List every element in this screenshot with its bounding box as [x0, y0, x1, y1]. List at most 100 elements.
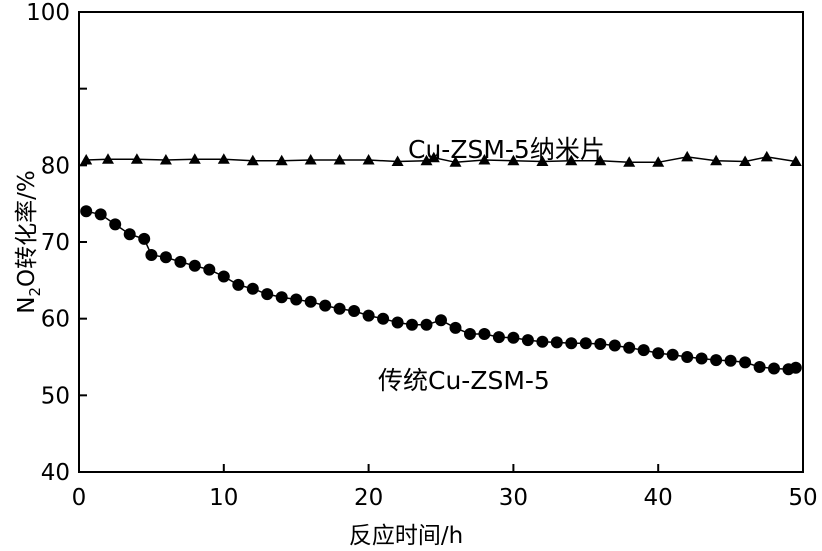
data-point-circle	[145, 249, 158, 261]
data-point-triangle	[789, 155, 802, 166]
data-point-circle	[203, 263, 216, 276]
data-point-circle	[449, 321, 462, 334]
data-point-circle	[652, 347, 665, 360]
data-point-triangle	[391, 155, 404, 166]
data-point-circle	[492, 331, 505, 344]
data-point-circle	[420, 318, 433, 331]
data-point-circle	[507, 331, 520, 344]
data-point-circle	[579, 337, 592, 350]
plot-frame	[78, 11, 804, 473]
data-point-circle	[246, 282, 259, 295]
data-point-circle	[174, 255, 187, 268]
data-point-circle	[608, 339, 621, 352]
data-point-circle	[478, 328, 491, 340]
data-point-circle	[666, 348, 679, 361]
data-point-triangle	[80, 154, 93, 165]
series-layer	[80, 150, 802, 376]
y-tick-label: 40	[41, 460, 70, 486]
data-point-circle	[464, 328, 476, 340]
data-point-triangle	[275, 154, 288, 166]
data-point-circle	[333, 302, 346, 315]
data-point-circle	[362, 309, 375, 322]
y-tick-label: 60	[41, 307, 70, 333]
data-point-circle	[565, 337, 578, 350]
annotation-conventional: 传统Cu-ZSM-5	[378, 366, 550, 395]
data-point-triangle	[246, 154, 259, 166]
data-point-circle	[521, 334, 534, 347]
data-point-circle	[188, 259, 201, 272]
data-point-circle	[261, 288, 274, 301]
data-point-triangle	[159, 154, 172, 165]
tick-layer: 0 10 20 30 40 50 40 50 60 70 80 100	[26, 0, 818, 511]
data-point-triangle	[188, 153, 201, 164]
x-tick-label: 30	[499, 485, 528, 511]
data-point-circle	[391, 316, 404, 329]
data-point-circle	[406, 318, 418, 331]
x-axis-label: 反应时间/h	[349, 523, 463, 549]
data-point-triangle	[760, 150, 773, 162]
data-point-circle	[275, 291, 288, 304]
x-tick-label: 50	[788, 485, 817, 511]
data-point-triangle	[478, 154, 491, 165]
y-tick-label: 50	[41, 383, 70, 409]
y-axis-label-main: N	[14, 297, 40, 314]
data-point-circle	[724, 354, 737, 367]
data-point-circle	[159, 251, 172, 264]
data-point-triangle	[304, 154, 317, 165]
data-point-circle	[550, 336, 563, 349]
data-point-circle	[753, 361, 766, 373]
data-point-circle	[710, 354, 723, 367]
y-axis-label-subscript: 2	[26, 287, 44, 297]
data-point-circle	[348, 305, 361, 317]
y-tick-label: 100	[26, 0, 70, 26]
data-point-circle	[290, 293, 303, 306]
data-point-circle	[109, 218, 122, 231]
data-point-triangle	[130, 153, 143, 164]
data-point-circle	[94, 208, 107, 221]
y-axis-label: N2O转化率/%	[14, 170, 44, 313]
data-point-circle	[789, 361, 802, 374]
data-point-circle	[232, 278, 245, 291]
data-point-circle	[304, 295, 317, 308]
x-tick-label: 10	[209, 485, 238, 511]
data-point-triangle	[217, 153, 230, 164]
data-point-triangle	[623, 156, 636, 167]
data-point-triangle	[427, 151, 440, 163]
annotation-nanosheet: Cu-ZSM-5纳米片	[408, 135, 605, 164]
data-point-triangle	[710, 154, 723, 166]
data-point-triangle	[449, 156, 462, 167]
data-point-triangle	[565, 154, 578, 166]
series-line-1	[86, 210, 796, 371]
data-point-circle	[138, 232, 151, 245]
data-point-circle	[739, 356, 752, 369]
data-point-triangle	[362, 154, 375, 165]
data-point-circle	[319, 299, 332, 312]
data-point-circle	[536, 335, 549, 348]
data-point-circle	[123, 228, 136, 241]
x-tick-label: 40	[644, 485, 673, 511]
data-point-triangle	[507, 154, 520, 166]
data-point-triangle	[652, 156, 665, 167]
data-point-circle	[768, 362, 780, 375]
data-point-triangle	[739, 155, 752, 166]
x-tick-label: 0	[72, 485, 87, 511]
data-point-circle	[217, 270, 230, 283]
data-point-triangle	[333, 154, 346, 165]
data-point-triangle	[420, 154, 433, 166]
data-point-circle	[637, 344, 650, 357]
data-point-triangle	[681, 150, 694, 162]
data-point-circle	[377, 312, 390, 325]
data-point-circle	[623, 341, 636, 354]
data-point-circle	[681, 351, 694, 363]
y-tick-label: 80	[41, 153, 70, 179]
y-axis-label-rest: O转化率/%	[14, 170, 40, 287]
x-tick-label: 20	[354, 485, 383, 511]
data-point-circle	[80, 205, 93, 218]
data-point-circle	[435, 314, 447, 327]
data-point-circle	[695, 352, 708, 365]
data-point-circle	[594, 338, 607, 350]
data-point-triangle	[594, 154, 607, 166]
data-point-triangle	[102, 153, 114, 164]
y-tick-label: 70	[41, 230, 70, 256]
